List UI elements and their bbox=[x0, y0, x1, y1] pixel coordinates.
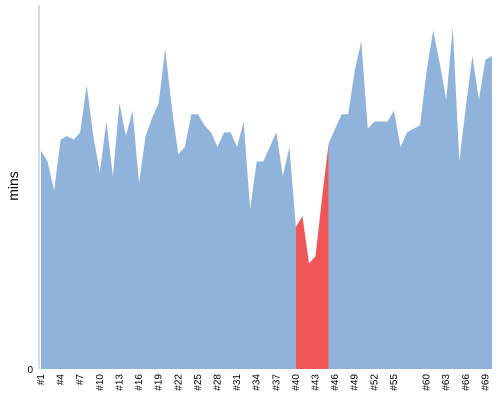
x-tick-label: #22 bbox=[173, 374, 184, 391]
x-tick-label: #43 bbox=[311, 374, 322, 391]
x-tick-label: #37 bbox=[271, 374, 282, 391]
x-tick-label: #52 bbox=[369, 374, 380, 391]
x-tick-label: #19 bbox=[154, 374, 165, 391]
area-series bbox=[41, 26, 492, 370]
x-tick-label: #60 bbox=[422, 374, 433, 391]
x-tick-label: #46 bbox=[330, 374, 341, 391]
x-tick-label: #40 bbox=[291, 374, 302, 391]
y-tick-label: 0 bbox=[27, 365, 33, 376]
x-tick-label: #4 bbox=[56, 374, 67, 386]
x-tick-label: #55 bbox=[389, 374, 400, 391]
x-tick-label: #7 bbox=[75, 374, 86, 386]
x-tick-label: #69 bbox=[480, 374, 491, 391]
x-tick-label: #34 bbox=[252, 374, 263, 391]
area-segment-normal-before bbox=[41, 48, 296, 370]
x-tick-label: #1 bbox=[36, 374, 47, 386]
x-tick-label: #28 bbox=[212, 374, 223, 391]
y-axis-title: mins bbox=[5, 171, 21, 201]
area-segment-normal-after bbox=[328, 26, 492, 370]
x-axis-ticks: #1 #4 #7 #10 #13 #16 #19 #22 #25 #28 #31 #34 #37 #40 #… bbox=[36, 374, 491, 391]
x-tick-label: #13 bbox=[114, 374, 125, 391]
x-tick-label: #31 bbox=[232, 374, 243, 391]
x-tick-label: #63 bbox=[441, 374, 452, 391]
x-tick-label: #49 bbox=[350, 374, 361, 391]
area-segment-highlight bbox=[295, 143, 329, 369]
x-tick-label: #16 bbox=[134, 374, 145, 391]
x-tick-label: #25 bbox=[193, 374, 204, 391]
x-tick-label: #10 bbox=[95, 374, 106, 391]
y-axis-ticks: 0 bbox=[27, 365, 33, 376]
x-tick-label: #66 bbox=[461, 374, 472, 391]
